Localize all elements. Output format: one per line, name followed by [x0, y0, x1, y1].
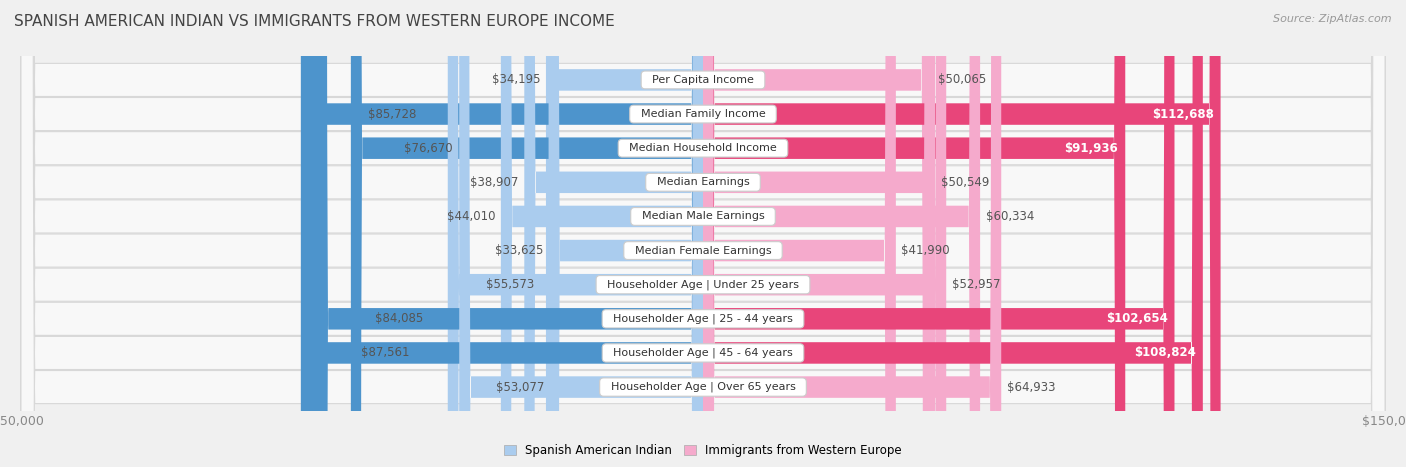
Text: $52,957: $52,957 [952, 278, 1000, 291]
Text: $33,625: $33,625 [495, 244, 543, 257]
Text: Median Family Income: Median Family Income [634, 109, 772, 119]
FancyBboxPatch shape [703, 0, 935, 467]
Text: Householder Age | Over 65 years: Householder Age | Over 65 years [603, 382, 803, 392]
Text: Householder Age | 25 - 44 years: Householder Age | 25 - 44 years [606, 313, 800, 324]
Text: $55,573: $55,573 [486, 278, 534, 291]
Text: $50,065: $50,065 [938, 73, 987, 86]
Text: $38,907: $38,907 [471, 176, 519, 189]
FancyBboxPatch shape [703, 0, 896, 467]
Text: Householder Age | 45 - 64 years: Householder Age | 45 - 64 years [606, 348, 800, 358]
FancyBboxPatch shape [21, 0, 1385, 467]
Text: $34,195: $34,195 [492, 73, 540, 86]
FancyBboxPatch shape [21, 0, 1385, 467]
FancyBboxPatch shape [703, 0, 934, 467]
FancyBboxPatch shape [21, 0, 1385, 467]
Text: SPANISH AMERICAN INDIAN VS IMMIGRANTS FROM WESTERN EUROPE INCOME: SPANISH AMERICAN INDIAN VS IMMIGRANTS FR… [14, 14, 614, 29]
Text: $91,936: $91,936 [1064, 142, 1118, 155]
FancyBboxPatch shape [309, 0, 703, 467]
FancyBboxPatch shape [316, 0, 703, 467]
FancyBboxPatch shape [703, 0, 1174, 467]
Text: $60,334: $60,334 [986, 210, 1033, 223]
FancyBboxPatch shape [501, 0, 703, 467]
FancyBboxPatch shape [21, 0, 1385, 467]
Text: $85,728: $85,728 [368, 107, 416, 120]
FancyBboxPatch shape [703, 0, 1001, 467]
FancyBboxPatch shape [703, 0, 1125, 467]
Text: Per Capita Income: Per Capita Income [645, 75, 761, 85]
FancyBboxPatch shape [546, 0, 703, 467]
Text: Householder Age | Under 25 years: Householder Age | Under 25 years [600, 279, 806, 290]
Text: $53,077: $53,077 [496, 381, 544, 394]
FancyBboxPatch shape [21, 0, 1385, 467]
Text: $102,654: $102,654 [1105, 312, 1167, 325]
Text: Median Male Earnings: Median Male Earnings [634, 212, 772, 221]
Text: $84,085: $84,085 [375, 312, 423, 325]
Text: $87,561: $87,561 [361, 347, 409, 360]
Text: $76,670: $76,670 [404, 142, 453, 155]
Text: $112,688: $112,688 [1152, 107, 1213, 120]
FancyBboxPatch shape [703, 0, 946, 467]
FancyBboxPatch shape [21, 0, 1385, 467]
Legend: Spanish American Indian, Immigrants from Western Europe: Spanish American Indian, Immigrants from… [499, 439, 907, 462]
Text: $41,990: $41,990 [901, 244, 950, 257]
FancyBboxPatch shape [352, 0, 703, 467]
Text: $108,824: $108,824 [1135, 347, 1197, 360]
Text: Median Female Earnings: Median Female Earnings [627, 246, 779, 255]
Text: Source: ZipAtlas.com: Source: ZipAtlas.com [1274, 14, 1392, 24]
FancyBboxPatch shape [447, 0, 703, 467]
FancyBboxPatch shape [301, 0, 703, 467]
FancyBboxPatch shape [21, 0, 1385, 467]
FancyBboxPatch shape [460, 0, 703, 467]
FancyBboxPatch shape [524, 0, 703, 467]
FancyBboxPatch shape [21, 0, 1385, 467]
Text: $64,933: $64,933 [1007, 381, 1056, 394]
FancyBboxPatch shape [21, 0, 1385, 467]
FancyBboxPatch shape [703, 0, 1202, 467]
FancyBboxPatch shape [703, 0, 1220, 467]
Text: $44,010: $44,010 [447, 210, 495, 223]
FancyBboxPatch shape [703, 0, 980, 467]
FancyBboxPatch shape [21, 0, 1385, 467]
Text: $50,549: $50,549 [941, 176, 988, 189]
Text: Median Household Income: Median Household Income [621, 143, 785, 153]
FancyBboxPatch shape [548, 0, 703, 467]
Text: Median Earnings: Median Earnings [650, 177, 756, 187]
